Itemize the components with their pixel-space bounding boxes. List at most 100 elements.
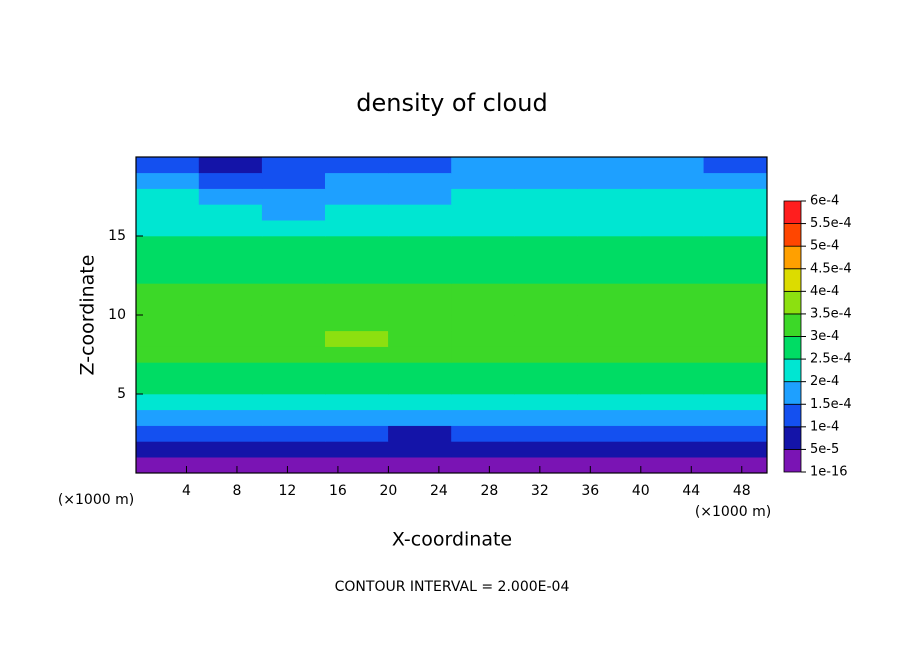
contour-cell bbox=[198, 298, 263, 316]
x-tick-label: 36 bbox=[581, 483, 599, 499]
contour-cell bbox=[640, 346, 705, 363]
contour-cell bbox=[577, 219, 642, 237]
contour-cell bbox=[198, 283, 263, 300]
contour-cell bbox=[703, 298, 768, 316]
contour-cell bbox=[577, 425, 642, 442]
contour-cell bbox=[451, 425, 515, 442]
colorbar-label: 3e-4 bbox=[810, 329, 839, 344]
y-axis-label: Z-coordinate bbox=[77, 255, 99, 376]
contour-cell bbox=[198, 346, 263, 363]
contour-cell bbox=[514, 393, 578, 411]
contour-cell bbox=[640, 362, 705, 379]
contour-cell bbox=[324, 204, 389, 221]
contour-cell bbox=[451, 251, 515, 268]
colorbar-label: 1e-4 bbox=[810, 419, 839, 434]
contour-cell bbox=[640, 409, 705, 426]
contour-cell bbox=[198, 314, 263, 332]
contour-cell bbox=[261, 188, 326, 205]
contour-cell bbox=[388, 330, 452, 347]
contour-cell bbox=[324, 251, 389, 268]
contour-cell bbox=[198, 377, 263, 395]
x-tick-label: 48 bbox=[733, 483, 751, 499]
contour-cell bbox=[324, 156, 389, 174]
x-tick-label: 28 bbox=[480, 483, 498, 499]
contour-cell bbox=[703, 314, 768, 332]
contour-cell bbox=[703, 188, 768, 205]
contour-cell bbox=[514, 298, 578, 316]
contour-cell bbox=[198, 156, 263, 174]
contour-cell bbox=[135, 393, 200, 411]
contour-cell bbox=[514, 346, 578, 363]
contour-cell bbox=[451, 314, 515, 332]
colorbar-label: 5e-5 bbox=[810, 442, 839, 457]
contour-cell bbox=[577, 456, 642, 474]
contour-cell bbox=[577, 188, 642, 205]
contour-cell bbox=[703, 456, 768, 474]
contour-cell bbox=[640, 314, 705, 332]
colorbar-label: 1.5e-4 bbox=[810, 397, 852, 412]
contour-cell bbox=[198, 456, 263, 474]
contour-cell bbox=[261, 283, 326, 300]
contour-cell bbox=[640, 283, 705, 300]
colorbar-label: 4e-4 bbox=[810, 284, 839, 299]
contour-cell bbox=[388, 393, 452, 411]
contour-cell bbox=[451, 267, 515, 284]
contour-cell bbox=[198, 409, 263, 426]
colorbar-label: 3.5e-4 bbox=[810, 306, 852, 321]
contour-cell bbox=[577, 441, 642, 458]
contour-cell bbox=[324, 298, 389, 316]
contour-cell bbox=[577, 393, 642, 411]
colorbar-label: 6e-4 bbox=[810, 194, 839, 209]
contour-cell bbox=[451, 204, 515, 221]
contour-cell bbox=[388, 409, 452, 426]
contour-cell bbox=[324, 235, 389, 253]
colorbar-band bbox=[783, 245, 802, 270]
x-tick-label: 24 bbox=[430, 483, 448, 499]
contour-cell bbox=[703, 362, 768, 379]
contour-cell bbox=[135, 409, 200, 426]
colorbar-band bbox=[783, 290, 802, 315]
contour-cell bbox=[577, 267, 642, 284]
contour-cell bbox=[324, 283, 389, 300]
x-tick-label: 40 bbox=[632, 483, 650, 499]
contour-cell bbox=[261, 219, 326, 237]
contour-cell bbox=[514, 425, 578, 442]
contour-cell bbox=[388, 204, 452, 221]
contour-cell bbox=[135, 204, 200, 221]
x-unit-label: (×1000 m) bbox=[695, 504, 771, 520]
x-tick-label: 8 bbox=[232, 483, 241, 499]
contour-cell bbox=[261, 393, 326, 411]
contour-cell bbox=[324, 362, 389, 379]
contour-cell bbox=[514, 235, 578, 253]
colorbar-band bbox=[783, 313, 802, 337]
contour-cell bbox=[135, 251, 200, 268]
x-axis-label: X-coordinate bbox=[392, 529, 512, 551]
colorbar-label: 5.5e-4 bbox=[810, 216, 852, 231]
colorbar-band bbox=[783, 336, 802, 360]
contour-cell bbox=[135, 219, 200, 237]
contour-cell bbox=[451, 235, 515, 253]
contour-cell bbox=[135, 362, 200, 379]
contour-cell bbox=[514, 188, 578, 205]
y-tick-label: 15 bbox=[108, 228, 126, 244]
x-tick-label: 4 bbox=[182, 483, 191, 499]
contour-cell bbox=[577, 204, 642, 221]
contour-cell bbox=[388, 219, 452, 237]
contour-cell bbox=[261, 156, 326, 174]
contour-cell bbox=[577, 362, 642, 379]
contour-cell bbox=[135, 346, 200, 363]
contour-cell bbox=[640, 267, 705, 284]
contour-cell bbox=[198, 172, 263, 189]
contour-cell bbox=[135, 235, 200, 253]
contour-cell bbox=[514, 362, 578, 379]
contour-cell bbox=[451, 362, 515, 379]
contour-cell bbox=[577, 377, 642, 395]
colorbar-band bbox=[783, 358, 802, 383]
colorbar-band bbox=[783, 200, 802, 224]
contour-cell bbox=[640, 393, 705, 411]
contour-cell bbox=[198, 393, 263, 411]
contour-cell bbox=[198, 235, 263, 253]
contour-cell bbox=[388, 235, 452, 253]
contour-cell bbox=[198, 330, 263, 347]
